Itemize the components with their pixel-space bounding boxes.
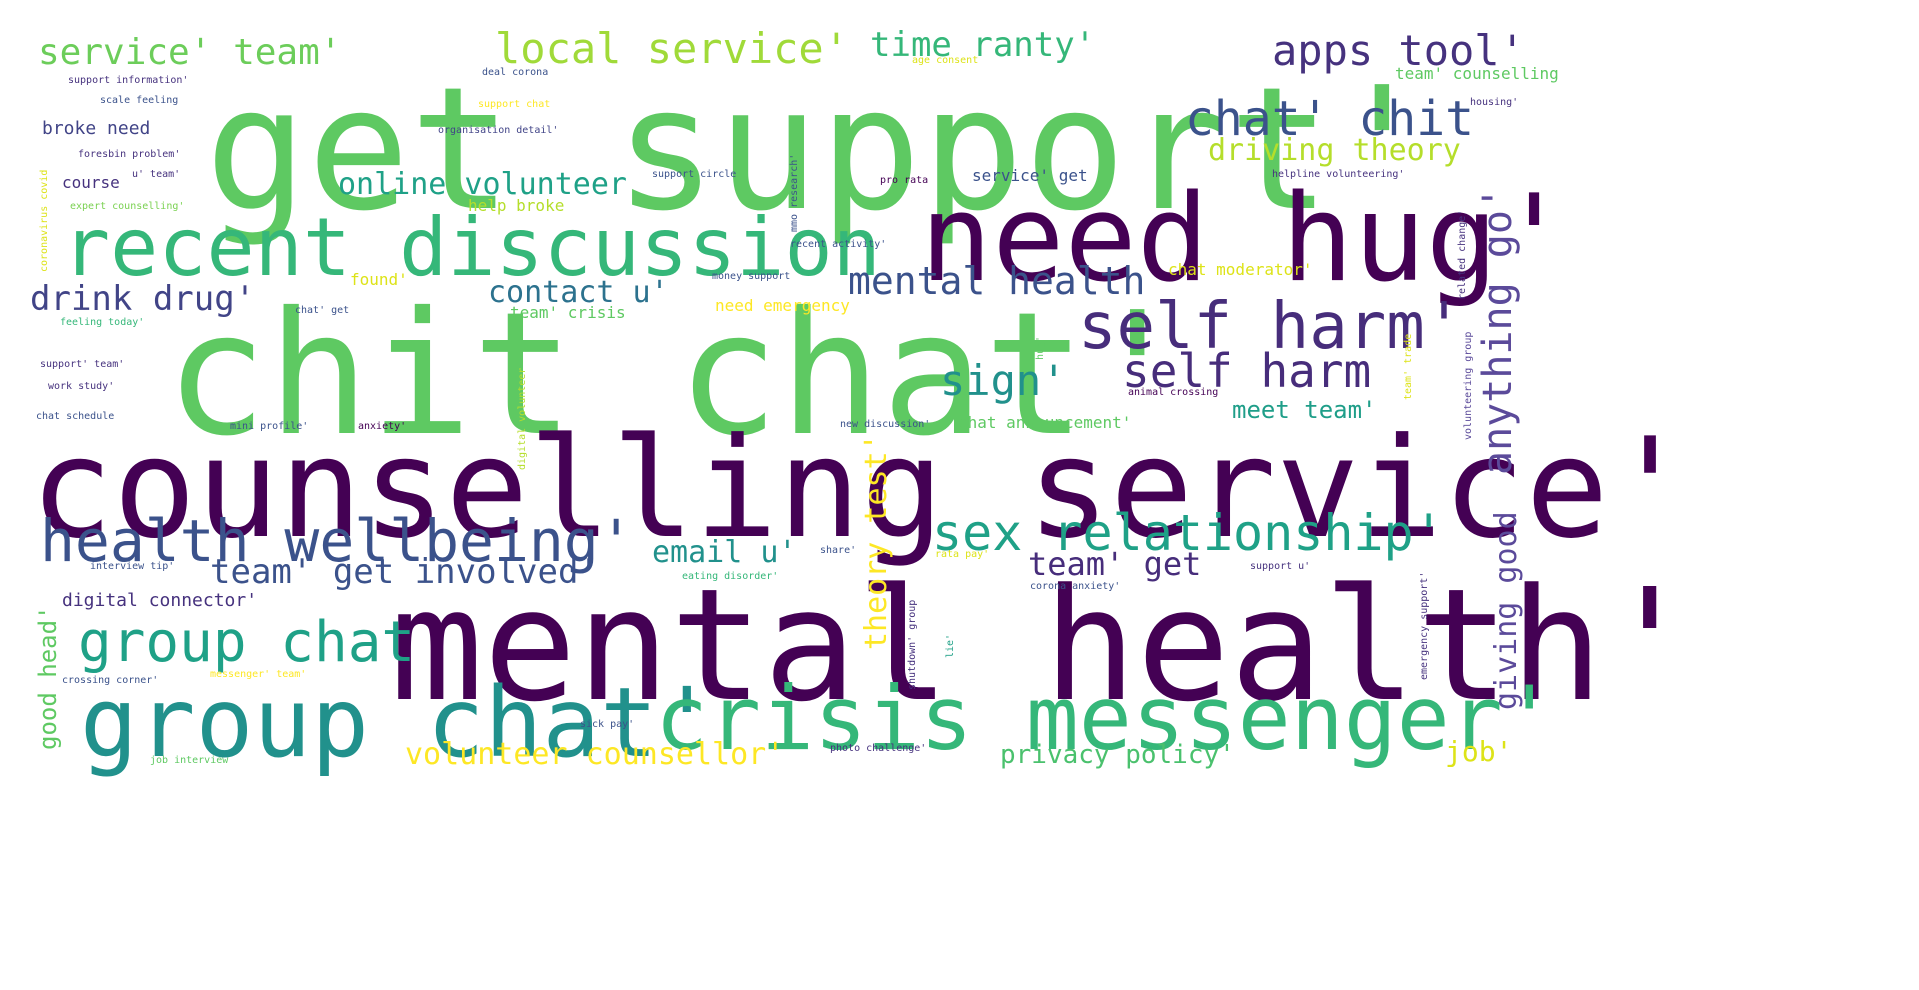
word: apps tool' bbox=[1272, 26, 1525, 75]
word: mental health bbox=[848, 259, 1146, 303]
word: rata pay' bbox=[935, 549, 990, 560]
word: broke need bbox=[42, 118, 151, 139]
word: need emergency bbox=[715, 296, 850, 315]
word: mini profile' bbox=[230, 421, 309, 432]
word: meet team' bbox=[1232, 396, 1377, 424]
word: time ranty' bbox=[870, 25, 1096, 65]
word: driving theory bbox=[1208, 133, 1461, 168]
word: support circle bbox=[652, 169, 737, 180]
word: help broke bbox=[468, 196, 565, 215]
word: corona anxiety' bbox=[1030, 581, 1121, 592]
word: recent discussion bbox=[62, 201, 881, 294]
word: new discussion' bbox=[840, 419, 931, 430]
word: digital volunteer bbox=[517, 367, 528, 470]
word: team' crisis bbox=[510, 303, 626, 322]
word: related change' bbox=[1457, 209, 1468, 300]
word: lie' bbox=[945, 633, 956, 658]
word: work study' bbox=[48, 381, 115, 392]
word: share' bbox=[820, 545, 857, 556]
word: coronavirus covid bbox=[39, 169, 50, 272]
word: support u' bbox=[1250, 561, 1311, 572]
word: chat announcement' bbox=[958, 413, 1132, 432]
word: found' bbox=[350, 270, 408, 289]
word: digital connector' bbox=[62, 590, 258, 611]
word: contact u' bbox=[488, 275, 669, 310]
word: scale feeling bbox=[100, 95, 179, 106]
word: anxiety' bbox=[358, 421, 407, 432]
word: chat schedule bbox=[36, 411, 115, 422]
word: self harm' bbox=[1078, 290, 1464, 364]
word: expert counselling' bbox=[70, 201, 185, 212]
word: support information' bbox=[68, 75, 189, 86]
word: animal crossing bbox=[1128, 387, 1219, 398]
word: course bbox=[62, 173, 120, 192]
word: self harm bbox=[1122, 344, 1372, 398]
word: sick pay' bbox=[580, 719, 635, 730]
word: sex relationship' bbox=[932, 504, 1444, 562]
word: photo challenge' bbox=[830, 743, 927, 754]
word: organisation detail' bbox=[438, 125, 559, 136]
word: messenger' team' bbox=[210, 669, 307, 680]
word: mental health' bbox=[390, 555, 1697, 736]
word: eating disorder' bbox=[682, 571, 779, 582]
word: chat moderator' bbox=[1168, 260, 1313, 279]
word: team' trade bbox=[1403, 333, 1414, 400]
word: shutdown' group bbox=[907, 599, 918, 690]
word: giving good bbox=[1489, 511, 1524, 710]
word: theory test' bbox=[859, 433, 894, 650]
word: chit chat' bbox=[165, 276, 1189, 474]
word: helpline volunteering' bbox=[1272, 169, 1405, 180]
word: email u' bbox=[652, 535, 797, 570]
word: counselling service' bbox=[30, 408, 1692, 569]
word: online volunteer bbox=[338, 167, 627, 202]
word: hug' bbox=[1035, 335, 1046, 360]
word: need hug' bbox=[920, 170, 1571, 309]
word: feeling today' bbox=[60, 317, 145, 328]
word: team' get involved' bbox=[210, 552, 599, 592]
word: mmo research' bbox=[789, 153, 800, 232]
word: housing' bbox=[1470, 97, 1519, 108]
word: chat' chit bbox=[1185, 91, 1474, 147]
word: get support' bbox=[205, 51, 1434, 249]
word: deal corona bbox=[482, 67, 549, 78]
word: u' team' bbox=[132, 169, 181, 180]
word: foresbin problem' bbox=[78, 149, 181, 160]
word: health wellbeing' bbox=[40, 507, 634, 575]
word: money support bbox=[712, 271, 791, 282]
word: emergency support' bbox=[1419, 571, 1430, 680]
word: good head' bbox=[34, 605, 62, 751]
word: team' counselling bbox=[1395, 64, 1559, 83]
word: group chat bbox=[78, 610, 416, 675]
word: privacy policy' bbox=[1000, 740, 1235, 770]
word: pro rata bbox=[880, 175, 929, 186]
word: team' get bbox=[1028, 545, 1202, 583]
word: chat' get bbox=[295, 305, 350, 316]
word: recent activity' bbox=[790, 239, 887, 250]
word: service' get bbox=[972, 166, 1088, 185]
word: job' bbox=[1445, 735, 1513, 768]
word: volunteer counsellor' bbox=[405, 737, 785, 772]
word: job interview bbox=[150, 755, 229, 766]
word: drink drug' bbox=[30, 279, 256, 319]
word: age consent bbox=[912, 55, 979, 66]
word: volunteering group bbox=[1463, 331, 1474, 440]
word: support chat bbox=[478, 99, 551, 110]
word: local service' bbox=[495, 24, 850, 73]
word: service' team' bbox=[38, 32, 342, 73]
word: crisis messenger' bbox=[655, 667, 1556, 770]
word: sign' bbox=[940, 356, 1067, 405]
word: crossing corner' bbox=[62, 675, 159, 686]
word: anything go' bbox=[1475, 186, 1521, 475]
word: support' team' bbox=[40, 359, 125, 370]
word: interview tip' bbox=[90, 561, 175, 572]
word: group chat' bbox=[80, 667, 716, 779]
